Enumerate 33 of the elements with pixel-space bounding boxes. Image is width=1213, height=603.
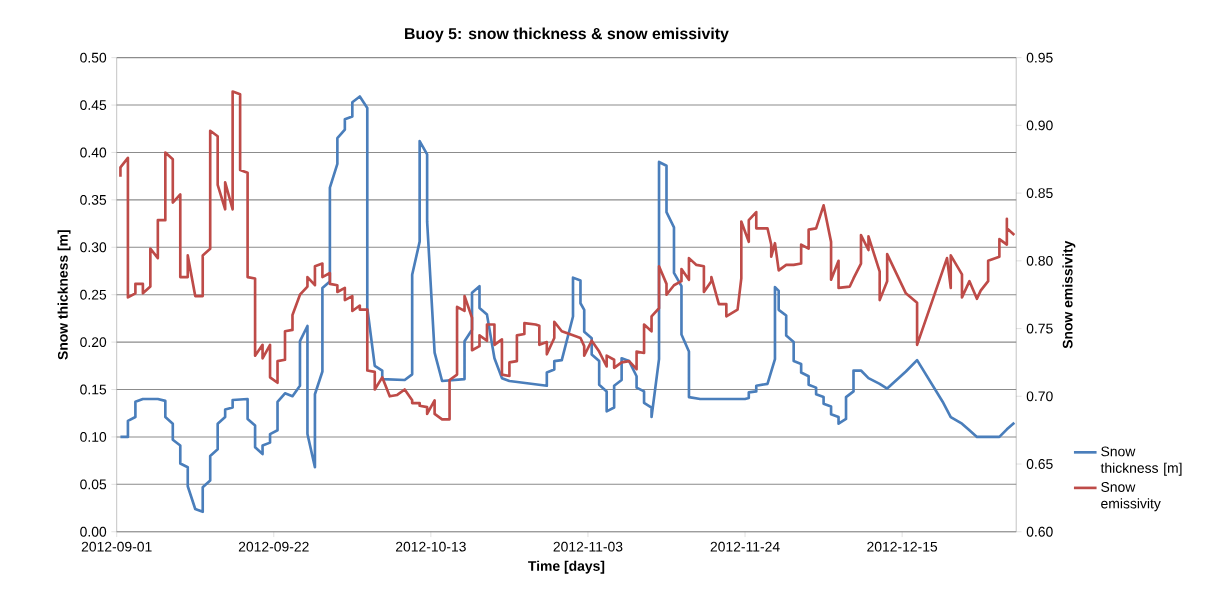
y2-tick-label: 0.75	[1026, 323, 1053, 334]
y-tick-label: 0.25	[80, 289, 107, 300]
legend-label: Snow thickness [m]	[1100, 446, 1182, 476]
y2-tick-label: 0.65	[1026, 458, 1053, 469]
y-tick-label: 0.35	[80, 194, 107, 205]
y2-tick-label: 0.80	[1026, 255, 1053, 266]
x-tick-label: 2012-09-01	[81, 541, 152, 552]
x-tick-label: 2012-10-13	[395, 541, 466, 552]
x-tick-label: 2012-11-03	[553, 541, 623, 552]
y2-tick-label: 0.85	[1026, 188, 1053, 198]
y-tick-label: 0.15	[80, 384, 107, 395]
y2-axis-title: Snow emissivity	[1062, 240, 1076, 349]
line-series	[119, 95, 1016, 514]
y2-tick-label: 0.60	[1026, 526, 1053, 537]
y-tick-label: 0.40	[80, 147, 107, 158]
chart-title: Buoy 5: snow thickness & snow emissivity	[405, 27, 729, 43]
x-tick-label: 2012-12-15	[867, 541, 938, 552]
x-tick-label: 2012-11-24	[710, 541, 780, 552]
y-tick-label: 0.00	[80, 526, 107, 537]
y-axis-title: Snow thickness [m]	[57, 230, 71, 360]
y-tick-label: 0.45	[80, 99, 107, 110]
x-tick-label: 2012-09-22	[238, 541, 309, 552]
y-tick-label: 0.50	[80, 52, 107, 63]
legend-label: Snow emissivity	[1101, 481, 1161, 512]
y2-tick-label: 0.90	[1026, 120, 1053, 131]
x-axis-title: Time [days]	[528, 560, 605, 574]
y-tick-label: 0.05	[80, 479, 107, 490]
y-tick-label: 0.20	[80, 337, 107, 347]
y-tick-label: 0.30	[80, 242, 107, 253]
y2-tick-label: 0.95	[1026, 52, 1053, 63]
line-series	[119, 90, 1016, 421]
y2-tick-label: 0.70	[1026, 391, 1053, 402]
y-tick-label: 0.10	[80, 431, 107, 442]
